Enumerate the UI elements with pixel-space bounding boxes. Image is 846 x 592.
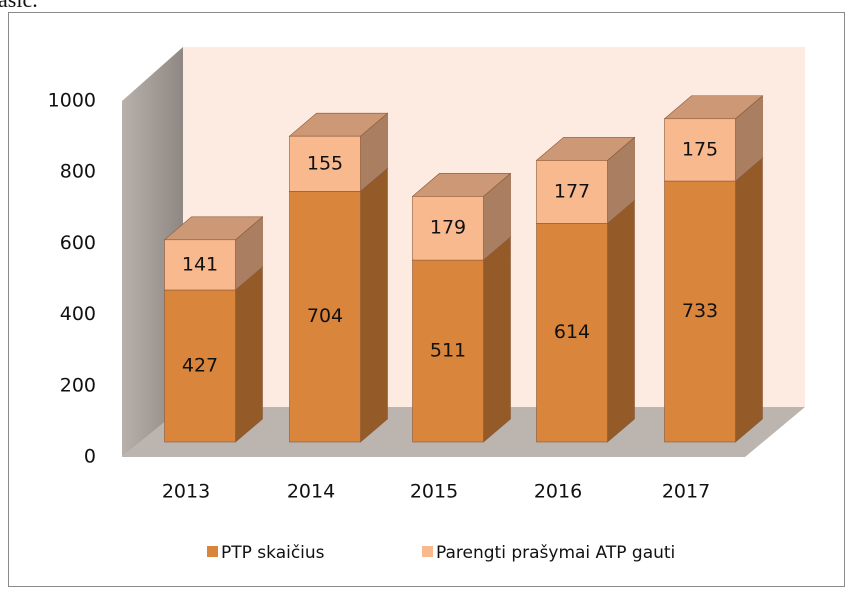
x-tick-label: 2014 [287,481,335,503]
x-tick-label: 2016 [534,481,582,503]
bar [164,289,236,443]
bar [536,160,608,224]
data-label: 141 [182,253,218,275]
data-label: 177 [554,180,590,202]
data-label: 511 [430,340,466,362]
bar [412,196,484,261]
bar [289,191,361,443]
data-label: 733 [682,300,718,322]
chart-border [8,12,845,587]
y-tick-label: 400 [60,303,96,325]
legend-swatch [207,546,218,557]
x-tick-label: 2015 [410,481,458,503]
bar-side [483,236,511,443]
x-tick-label: 2017 [662,481,710,503]
y-tick-label: 0 [84,446,96,468]
y-tick-label: 1000 [48,90,96,112]
legend-swatch [422,546,433,557]
data-label: 704 [307,305,343,327]
x-tick-label: 2013 [162,481,210,503]
bar-side [235,266,263,443]
bar [664,118,736,182]
bar [289,135,361,192]
bar [412,259,484,443]
bar [664,180,736,443]
bar-side [607,199,635,443]
legend-label: Parengti prašymai ATP gauti [436,543,675,563]
data-label: 175 [682,138,718,160]
y-tick-label: 200 [60,374,96,396]
legend-label: PTP skaičius [221,543,325,563]
data-label: 155 [307,152,343,174]
y-tick-label: 800 [60,161,96,183]
bar-side [735,157,763,443]
data-label: 179 [430,217,466,239]
y-tick-label: 600 [60,232,96,254]
bar [164,239,236,291]
text-fragment: asic. [0,0,38,12]
data-label: 614 [554,321,590,343]
data-label: 427 [182,354,218,376]
bar-side [360,167,388,443]
bar [536,223,608,443]
